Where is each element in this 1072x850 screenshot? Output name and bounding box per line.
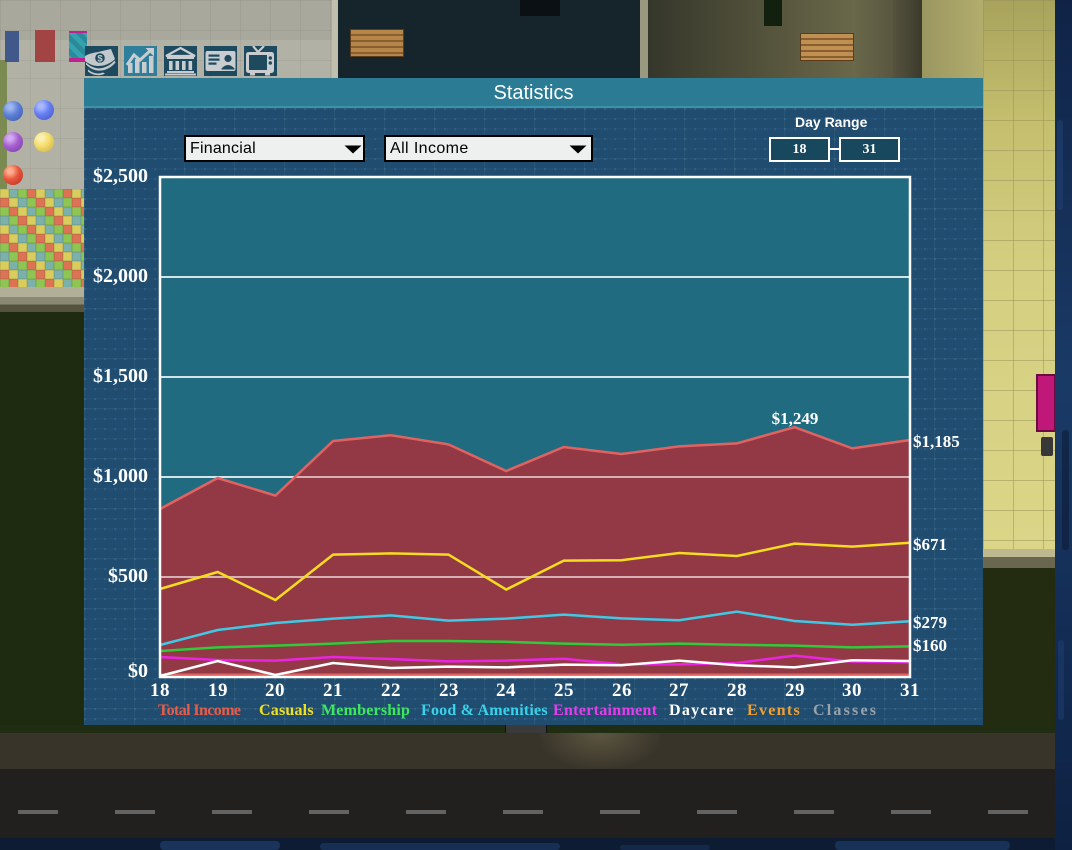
svg-text:$: $ — [97, 54, 103, 65]
